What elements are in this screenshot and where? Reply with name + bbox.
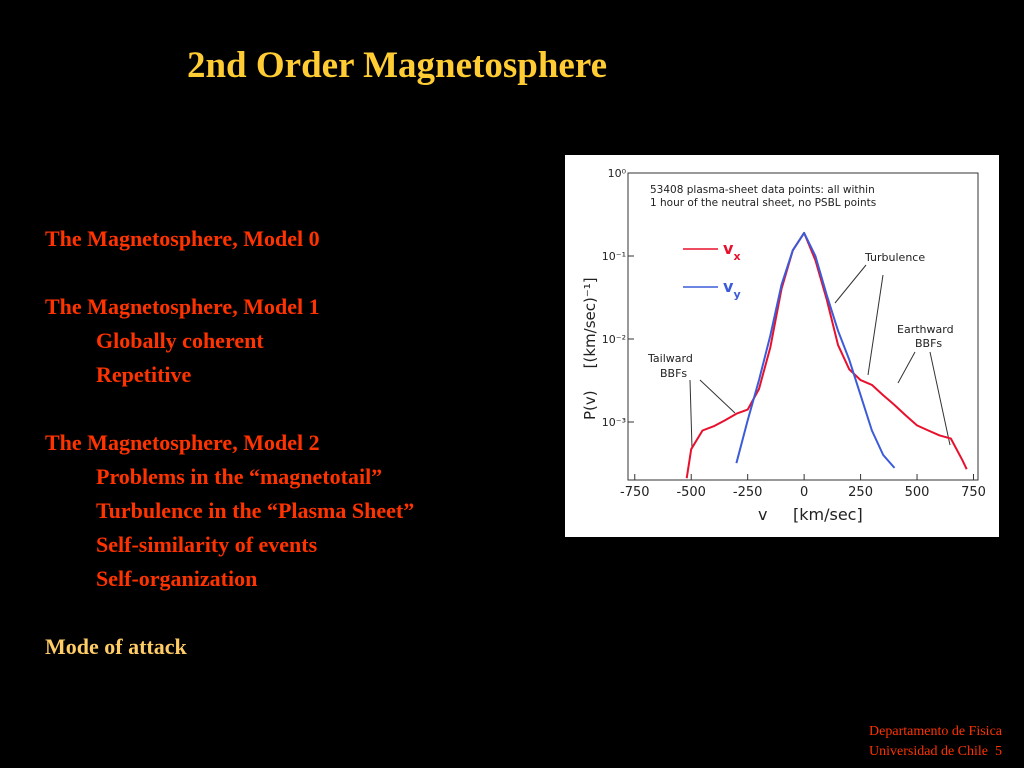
arrow [867, 274, 884, 376]
y-axis-label-var: P(v) [581, 390, 599, 420]
callout: BBFs [915, 337, 942, 350]
annotation: 1 hour of the neutral sheet, no PSBL poi… [650, 197, 876, 209]
y-tick-label: 10⁻¹ [602, 250, 626, 263]
x-tick-label: -750 [620, 485, 650, 500]
x-tick-label: -500 [676, 485, 706, 500]
x-tick-label: -250 [733, 485, 763, 500]
footer-univ: Universidad de Chile 5 [869, 744, 1002, 760]
legend-subscript: y [733, 288, 740, 301]
callout: Turbulence [864, 251, 925, 264]
x-tick-label: 0 [800, 485, 808, 500]
bullet-sub: Repetitive [96, 362, 192, 387]
page-number: 5 [995, 744, 1002, 759]
callout-arrows [689, 264, 951, 449]
footer-univ-text: Universidad de Chile [869, 744, 988, 759]
arrow [689, 379, 693, 449]
bullet-sub: Problems in the “magnetotail” [96, 464, 383, 489]
series-line [685, 231, 968, 479]
y-tick-label: 10⁻³ [602, 416, 626, 429]
x-tick-label: 250 [848, 485, 873, 500]
legend-name: v [723, 277, 734, 296]
bullet-heading: The Magnetosphere, Model 1 [45, 294, 320, 319]
plot-frame [627, 172, 979, 481]
y-axis-label: P(v) [(km/sec)⁻¹] [581, 277, 599, 420]
bullet-sub: Turbulence in the “Plasma Sheet” [96, 498, 415, 523]
legend-label: vx [723, 239, 741, 263]
bullet-sub: Self-organization [96, 566, 258, 591]
x-tick-label: 500 [905, 485, 930, 500]
footer-dept: Departamento de Fisica [869, 724, 1002, 739]
closing: Mode of attack [45, 634, 187, 659]
callout: Earthward [897, 323, 954, 336]
y-tick-label: 10⁻² [602, 333, 626, 346]
x-tick-label: 750 [961, 485, 986, 500]
x-axis-label-var: v [758, 505, 767, 524]
arrow [897, 351, 916, 384]
bullet-sub: Globally coherent [96, 328, 264, 353]
callout: BBFs [660, 367, 687, 380]
legend-label: vy [723, 277, 741, 301]
slide-title: 2nd Order Magnetosphere [186, 45, 607, 86]
y-axis-label-unit: [(km/sec)⁻¹] [581, 277, 599, 368]
series-line [735, 231, 896, 469]
x-axis-label-unit: [km/sec] [793, 505, 863, 524]
y-tick-label: 10⁰ [608, 167, 627, 180]
legend-name: v [723, 239, 734, 258]
arrow [929, 351, 951, 446]
figure: -750 -500 -250 0 250 500 750 10⁰ 10⁻¹ 10⁻² 10⁻³P(v… [565, 155, 999, 537]
bullet-heading: The Magnetosphere, Model 0 [45, 226, 320, 251]
callout: Tailward [647, 352, 693, 365]
annotation: 53408 plasma-sheet data points: all with… [650, 184, 875, 196]
arrow [699, 379, 736, 414]
bullet-sub: Self-similarity of events [96, 532, 318, 557]
legend-subscript: x [733, 250, 740, 263]
arrow [834, 264, 867, 304]
bullet-heading: The Magnetosphere, Model 2 [45, 430, 320, 455]
